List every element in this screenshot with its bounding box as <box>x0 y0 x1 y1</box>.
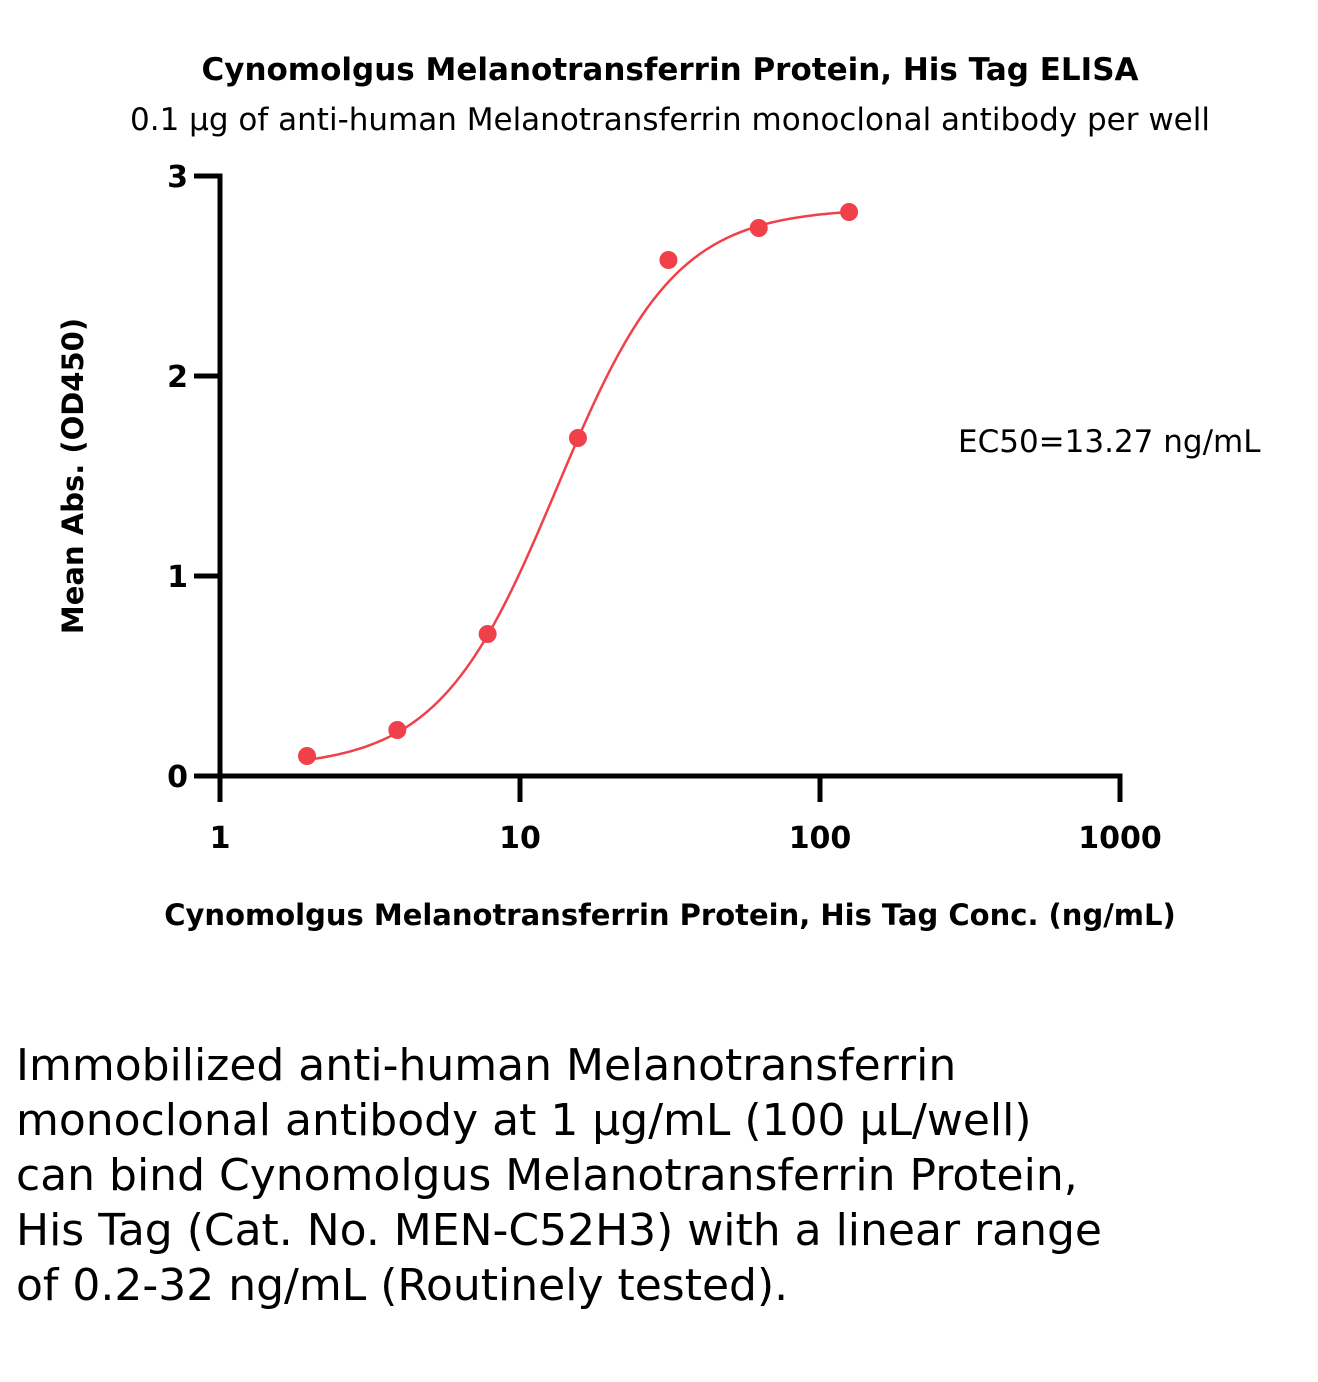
data-point <box>568 429 587 447</box>
x-tick-label: 10 <box>499 821 541 856</box>
data-point <box>749 219 768 237</box>
elisa-chart: Cynomolgus Melanotransferrin Protein, Hi… <box>56 52 1261 932</box>
chart-subtitle: 0.1 µg of anti-human Melanotransferrin m… <box>130 102 1210 138</box>
data-point <box>840 203 859 221</box>
y-tick-label: 2 <box>167 360 188 395</box>
ec50-annotation: EC50=13.27 ng/mL <box>958 424 1261 460</box>
figure-caption: Immobilized anti-human Melanotransferrin… <box>16 1040 1102 1311</box>
fit-curve-line <box>306 210 850 762</box>
y-tick-label: 1 <box>167 560 188 595</box>
x-tick-label: 1 <box>210 821 231 856</box>
x-tick-label: 1000 <box>1078 821 1162 856</box>
y-axis-label: Mean Abs. (OD450) <box>56 318 90 634</box>
y-tick-label: 0 <box>167 760 188 795</box>
data-point <box>388 721 407 739</box>
data-point <box>659 251 678 269</box>
chart-title: Cynomolgus Melanotransferrin Protein, Hi… <box>201 52 1138 88</box>
y-tick-label: 3 <box>167 160 188 195</box>
x-tick-label: 100 <box>789 821 852 856</box>
data-point <box>298 747 317 765</box>
data-points <box>298 203 859 765</box>
axes <box>194 173 1123 802</box>
data-point <box>478 625 497 643</box>
fit-curve <box>306 210 850 762</box>
x-axis-label: Cynomolgus Melanotransferrin Protein, Hi… <box>164 898 1176 932</box>
